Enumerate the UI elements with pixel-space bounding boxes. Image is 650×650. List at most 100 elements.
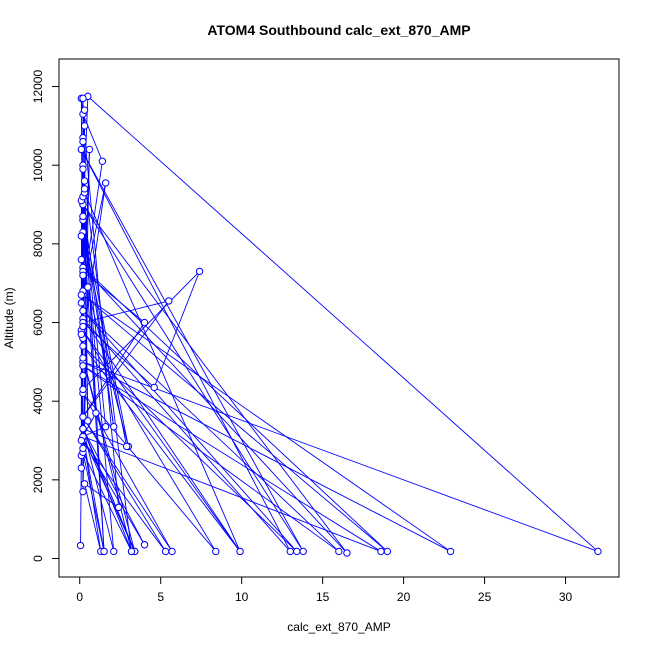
series-segment (82, 440, 145, 545)
y-tick-label: 8000 (31, 230, 45, 257)
data-point (236, 547, 244, 556)
series-segment (84, 483, 102, 552)
data-point (79, 212, 87, 221)
series-segment (82, 357, 136, 552)
x-tick-label: 20 (397, 590, 411, 604)
series-segment (82, 412, 97, 437)
data-point (377, 547, 385, 556)
data-point (335, 547, 343, 556)
data-point (79, 413, 87, 421)
data-point (161, 547, 170, 556)
series-segment (82, 428, 127, 447)
data-point (77, 291, 86, 299)
x-axis-label: calc_ext_870_AMP (287, 620, 390, 634)
x-tick-label: 0 (76, 590, 83, 604)
data-point (79, 444, 87, 453)
series-segment (82, 271, 200, 390)
series-segment (82, 322, 145, 418)
data-point (77, 330, 86, 339)
series-segment (80, 149, 291, 552)
x-tick-label: 5 (157, 590, 164, 604)
series-segment (82, 113, 103, 162)
y-tick-label: 2000 (31, 466, 45, 493)
data-point (383, 547, 392, 556)
series-segment (82, 393, 173, 552)
data-point (101, 423, 110, 431)
series-segment (82, 428, 115, 552)
data-point (110, 423, 118, 431)
data-point (79, 371, 87, 380)
data-point (114, 503, 123, 512)
series-segment (153, 271, 200, 388)
data-point (77, 232, 86, 240)
series-segment (82, 365, 382, 552)
data-point (79, 165, 87, 173)
data-point (79, 425, 87, 433)
y-tick-label: 4000 (31, 388, 45, 415)
series-segment (84, 192, 241, 552)
data-point (79, 137, 87, 146)
data-point (77, 145, 86, 154)
data-point (79, 322, 87, 331)
y-axis: 0 2000 4000 6000 8000 10000 12000 (31, 70, 60, 562)
series-segment (82, 267, 388, 552)
data-point (122, 442, 131, 451)
x-tick-label: 15 (316, 590, 330, 604)
series-segment (82, 345, 298, 552)
data-point (79, 362, 87, 370)
data-point (127, 547, 136, 556)
series-points (76, 92, 602, 557)
data-point (110, 547, 118, 556)
data-point (79, 385, 87, 394)
series-segment (82, 436, 102, 552)
data-point (446, 547, 455, 556)
data-point (79, 354, 87, 362)
x-tick-label: 25 (478, 590, 492, 604)
data-point (100, 547, 108, 556)
y-tick-label: 12000 (31, 70, 45, 104)
data-point (594, 547, 602, 556)
data-point (98, 157, 107, 165)
data-point (80, 106, 89, 114)
series-segment (82, 361, 451, 552)
series-segment (82, 310, 340, 552)
series-segment (82, 204, 348, 554)
data-point (80, 122, 89, 130)
data-point (293, 547, 301, 556)
series-segment (87, 96, 599, 552)
series-segment (82, 294, 451, 552)
data-point (286, 547, 294, 556)
series-segment (82, 318, 241, 552)
series-segment (80, 149, 304, 552)
data-point (84, 417, 92, 425)
series-segment (82, 231, 128, 447)
data-point (92, 409, 100, 417)
x-axis: 0 5 10 15 20 25 30 (76, 576, 573, 604)
series-segment (82, 204, 304, 552)
data-point (140, 541, 149, 549)
y-axis-label: Altitude (m) (2, 287, 16, 348)
data-point (79, 271, 87, 280)
data-point (140, 318, 149, 327)
data-point (79, 307, 87, 315)
series-segment (82, 428, 145, 545)
series-segment (82, 330, 241, 552)
data-point (150, 383, 158, 392)
data-point (79, 94, 87, 103)
series-segment (82, 204, 115, 427)
series-segment (82, 436, 382, 552)
data-point (77, 255, 86, 264)
x-tick-label: 10 (235, 590, 249, 604)
series-segment (82, 357, 132, 552)
data-point (77, 436, 86, 445)
data-point (76, 541, 85, 550)
y-tick-label: 6000 (31, 309, 45, 336)
data-point (101, 179, 110, 187)
series-segment (82, 345, 241, 552)
series-segment (82, 267, 348, 554)
series-segment (82, 452, 132, 552)
data-point (212, 547, 220, 556)
data-point (165, 297, 173, 305)
data-point (84, 283, 92, 291)
